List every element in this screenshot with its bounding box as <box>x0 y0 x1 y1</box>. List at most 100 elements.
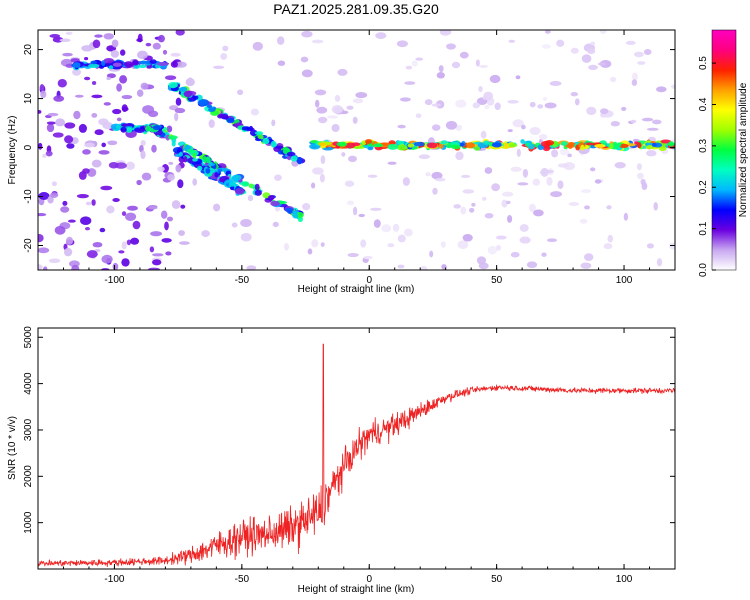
spectrogram-cell <box>65 31 73 36</box>
spectrogram-cell <box>168 135 178 140</box>
spectrogram-cell <box>387 143 399 150</box>
spectrogram-cell <box>74 94 84 98</box>
spectrogram-cell <box>355 92 368 99</box>
spectrogram-x-label: Height of straight line (km) <box>298 284 415 295</box>
spectrogram-cell <box>174 107 186 114</box>
spectrogram-cell <box>137 50 148 60</box>
spectrogram-cell <box>540 167 549 177</box>
spectrogram-marks <box>38 30 675 270</box>
spectrogram-cell <box>72 68 82 76</box>
spectrogram-cell <box>318 116 328 124</box>
spectrogram-cell <box>594 179 602 184</box>
spectrogram-cell <box>495 244 502 251</box>
spectrogram-cell <box>219 177 225 183</box>
spectrogram-cell <box>519 224 529 232</box>
x-tick-label: -50 <box>235 275 250 286</box>
spectrogram-cell <box>544 30 551 34</box>
spectrogram-cell <box>146 64 153 69</box>
spectrogram-cell <box>510 166 522 172</box>
spectrogram-cell <box>47 195 54 204</box>
spectrogram-cell <box>141 172 152 181</box>
spectrogram-cell <box>149 246 155 253</box>
spectrogram-cell <box>140 140 146 146</box>
spectrogram-cell <box>147 206 158 210</box>
spectrogram-cell <box>286 155 292 161</box>
spectrogram-cell <box>402 177 410 186</box>
spectrogram-cell <box>112 262 119 270</box>
spectrogram-cell <box>631 72 638 82</box>
spectrogram-cell <box>270 200 280 207</box>
spectrogram-cell <box>352 206 358 216</box>
spectrogram-cell <box>252 41 263 51</box>
spectrogram-cell <box>429 250 434 258</box>
spectrogram-cell <box>150 231 163 237</box>
x-tick-label: -100 <box>104 275 124 286</box>
spectrogram-cell <box>656 258 663 267</box>
spectrogram-cell <box>641 117 654 122</box>
spectrogram-cell <box>501 191 514 197</box>
y-tick-label: 2000 <box>23 465 34 488</box>
spectrogram-cell <box>170 52 181 57</box>
spectrogram-cell <box>544 102 557 109</box>
colorbar-tick-label: 0.0 <box>698 263 709 277</box>
spectrogram-cell <box>326 115 339 119</box>
spectrogram-cell <box>254 183 260 191</box>
spectrogram-cell <box>94 34 103 38</box>
spectrogram-cell <box>373 219 381 228</box>
spectrogram-cell <box>319 173 325 183</box>
spectrogram-cell <box>588 64 598 70</box>
spectrogram-cell <box>415 113 422 119</box>
spectrogram-cell <box>462 234 473 242</box>
colorbar-scale <box>711 29 737 271</box>
spectrogram-cell <box>606 205 612 210</box>
spectrogram-cell <box>177 179 184 189</box>
spectrogram-cell <box>381 224 392 233</box>
spectrogram-cell <box>122 106 129 112</box>
spectrogram-cell <box>157 166 165 172</box>
spectrogram-cell <box>307 248 313 255</box>
spectrogram-cell <box>445 120 458 130</box>
y-tick-label: 4000 <box>23 372 34 395</box>
spectrogram-cell <box>254 131 264 135</box>
spectrogram-cell <box>462 189 475 194</box>
spectrogram-cell <box>533 209 544 217</box>
x-tick-label: 100 <box>616 574 633 585</box>
spectrogram-cell <box>560 141 568 146</box>
snr-series-line <box>38 343 675 568</box>
spectrogram-cell <box>411 60 418 67</box>
spectrogram-cell <box>636 163 642 171</box>
spectrogram-cell <box>427 142 438 149</box>
spectrogram-cell <box>507 214 513 223</box>
spectrogram-cell <box>346 200 355 206</box>
spectrogram-cell <box>246 265 257 270</box>
snr-panel: -100 -50 0 50 100 1000 2000 3000 4000 5000 Height… <box>7 326 676 595</box>
spectrogram-cell <box>192 95 199 100</box>
spectrogram-cell <box>65 236 74 245</box>
spectrogram-cell <box>38 142 43 150</box>
spectrogram-cell <box>318 142 327 147</box>
spectrogram-cell <box>478 85 483 93</box>
spectrogram-cell <box>73 110 81 120</box>
spectrogram-cell <box>495 235 507 240</box>
spectrogram-cell <box>151 144 157 153</box>
spectrogram-cell <box>438 143 444 149</box>
spectrogram-cell <box>651 142 657 147</box>
spectrogram-cell <box>210 110 220 116</box>
spectrogram-cell <box>392 223 400 232</box>
spectrogram-cell <box>616 142 622 147</box>
spectrogram-cell <box>43 266 48 270</box>
spectrogram-cell <box>455 151 464 161</box>
spectrogram-cell <box>132 220 141 230</box>
spectrogram-cell <box>472 102 481 109</box>
spectrogram-cell <box>487 245 498 255</box>
spectrogram-cell <box>455 124 462 131</box>
spectrogram-cell <box>106 205 115 214</box>
spectrogram-cell <box>126 127 133 133</box>
spectrogram-cell <box>178 151 183 157</box>
spectrogram-cell <box>587 48 596 55</box>
spectrogram-cell <box>170 60 179 68</box>
spectrogram-cell <box>192 178 198 186</box>
spectrogram-cell <box>541 252 547 257</box>
spectrogram-cell <box>164 75 177 81</box>
spectrogram-cell <box>116 117 122 122</box>
